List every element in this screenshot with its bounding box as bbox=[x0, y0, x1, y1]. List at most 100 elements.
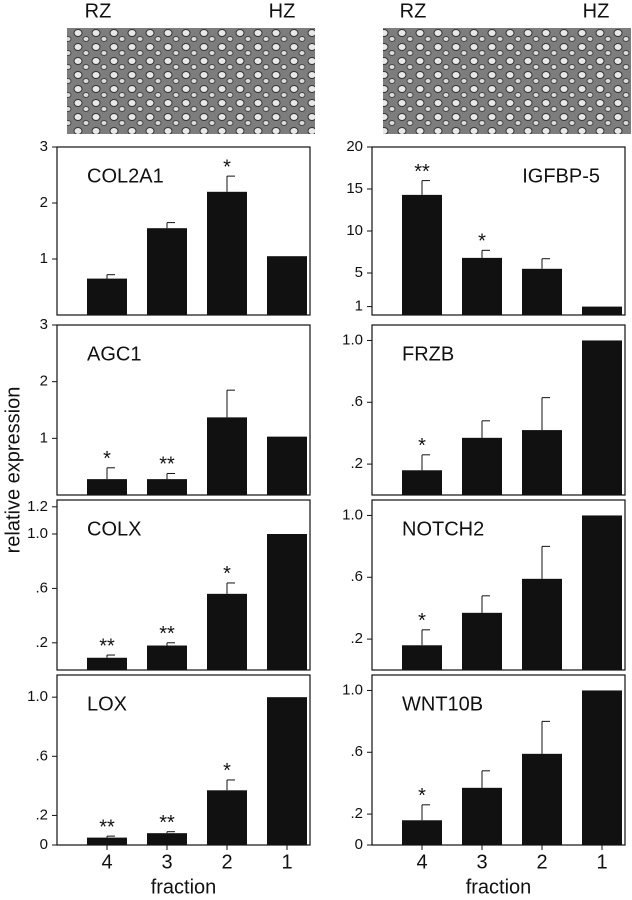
y-tick-label: 1 bbox=[355, 298, 363, 315]
x-tick-label: 2 bbox=[536, 851, 547, 873]
panel-title: COL2A1 bbox=[87, 165, 164, 187]
bar bbox=[147, 645, 187, 670]
significance-marker: * bbox=[478, 231, 486, 253]
bar bbox=[207, 417, 247, 495]
bar bbox=[87, 278, 127, 315]
bar bbox=[207, 191, 247, 315]
x-tick-label: 1 bbox=[596, 851, 607, 873]
bar bbox=[267, 534, 307, 670]
x-tick-label: 1 bbox=[281, 851, 292, 873]
bar bbox=[267, 256, 307, 315]
bar bbox=[582, 690, 622, 845]
x-tick-label: 3 bbox=[476, 851, 487, 873]
panel-title: IGFBP-5 bbox=[522, 165, 600, 187]
bar bbox=[582, 515, 622, 670]
x-axis-label: fraction bbox=[466, 876, 532, 898]
bar bbox=[207, 790, 247, 845]
y-tick-label: 1.0 bbox=[27, 688, 48, 705]
bar bbox=[87, 657, 127, 670]
bar bbox=[147, 479, 187, 495]
bar bbox=[462, 612, 502, 670]
y-tick-label: 1.0 bbox=[342, 506, 363, 523]
bar bbox=[522, 268, 562, 315]
significance-marker: ** bbox=[99, 635, 115, 657]
significance-marker: * bbox=[223, 563, 231, 585]
bar bbox=[522, 578, 562, 670]
panel-title: NOTCH2 bbox=[402, 518, 484, 540]
bar bbox=[522, 430, 562, 495]
bar bbox=[402, 194, 442, 315]
zone-label: RZ bbox=[400, 0, 427, 22]
histology-image bbox=[383, 28, 631, 134]
y-tick-label: .6 bbox=[35, 747, 48, 764]
bar bbox=[522, 753, 562, 845]
bar bbox=[402, 645, 442, 670]
significance-marker: * bbox=[223, 760, 231, 782]
y-tick-label: 1.0 bbox=[342, 681, 363, 698]
y-tick-label: .2 bbox=[35, 634, 48, 651]
significance-marker: ** bbox=[99, 816, 115, 838]
y-tick-label: .6 bbox=[350, 743, 363, 760]
x-tick-label: 4 bbox=[416, 851, 427, 873]
x-tick-label: 3 bbox=[161, 851, 172, 873]
y-tick-label: 0 bbox=[355, 836, 363, 853]
bar bbox=[267, 436, 307, 495]
significance-marker: ** bbox=[159, 812, 175, 834]
y-tick-label: 1 bbox=[40, 250, 48, 267]
bar bbox=[462, 257, 502, 315]
bar bbox=[207, 593, 247, 670]
bar bbox=[267, 697, 307, 845]
y-tick-label: .2 bbox=[350, 455, 363, 472]
y-tick-label: .2 bbox=[350, 630, 363, 647]
y-tick-label: .6 bbox=[35, 579, 48, 596]
significance-marker: * bbox=[103, 448, 111, 470]
y-tick-label: .2 bbox=[350, 805, 363, 822]
bar bbox=[87, 837, 127, 845]
bar bbox=[582, 306, 622, 315]
bar bbox=[582, 340, 622, 495]
zone-label: RZ bbox=[85, 0, 112, 22]
significance-marker: * bbox=[418, 785, 426, 807]
bar bbox=[462, 787, 502, 845]
y-tick-label: .6 bbox=[350, 568, 363, 585]
y-tick-label: 1 bbox=[40, 429, 48, 446]
significance-marker: * bbox=[223, 156, 231, 178]
significance-marker: ** bbox=[159, 623, 175, 645]
panel-title: WNT10B bbox=[402, 693, 483, 715]
bar bbox=[147, 833, 187, 845]
y-tick-label: 2 bbox=[40, 373, 48, 390]
y-tick-label: 3 bbox=[40, 138, 48, 155]
y-tick-label: 2 bbox=[40, 194, 48, 211]
y-tick-label: 1.0 bbox=[27, 525, 48, 542]
panel-title: AGC1 bbox=[87, 343, 141, 365]
zone-label: HZ bbox=[583, 0, 610, 22]
panel-title: FRZB bbox=[402, 343, 454, 365]
y-tick-label: .2 bbox=[35, 806, 48, 823]
y-tick-label: .6 bbox=[350, 393, 363, 410]
zone-label: HZ bbox=[269, 0, 296, 22]
x-tick-label: 2 bbox=[221, 851, 232, 873]
significance-marker: * bbox=[418, 435, 426, 457]
bar bbox=[87, 479, 127, 495]
bar bbox=[402, 470, 442, 495]
y-axis-label: relative expression bbox=[2, 387, 24, 554]
y-tick-label: 15 bbox=[346, 180, 363, 197]
y-tick-label: 20 bbox=[346, 138, 363, 155]
bar bbox=[462, 437, 502, 495]
y-tick-label: 10 bbox=[346, 222, 363, 239]
significance-marker: ** bbox=[159, 454, 175, 476]
y-tick-label: 1.0 bbox=[342, 331, 363, 348]
bar bbox=[402, 820, 442, 845]
y-tick-label: 3 bbox=[40, 316, 48, 333]
bar bbox=[147, 228, 187, 315]
x-tick-label: 4 bbox=[101, 851, 112, 873]
panel-title: COLX bbox=[87, 518, 141, 540]
panel-title: LOX bbox=[87, 693, 127, 715]
histology-image bbox=[67, 28, 315, 134]
significance-marker: * bbox=[418, 610, 426, 632]
x-axis-label: fraction bbox=[151, 876, 217, 898]
significance-marker: ** bbox=[414, 161, 430, 183]
y-tick-label: 1.2 bbox=[27, 498, 48, 515]
y-tick-label: 0 bbox=[40, 836, 48, 853]
